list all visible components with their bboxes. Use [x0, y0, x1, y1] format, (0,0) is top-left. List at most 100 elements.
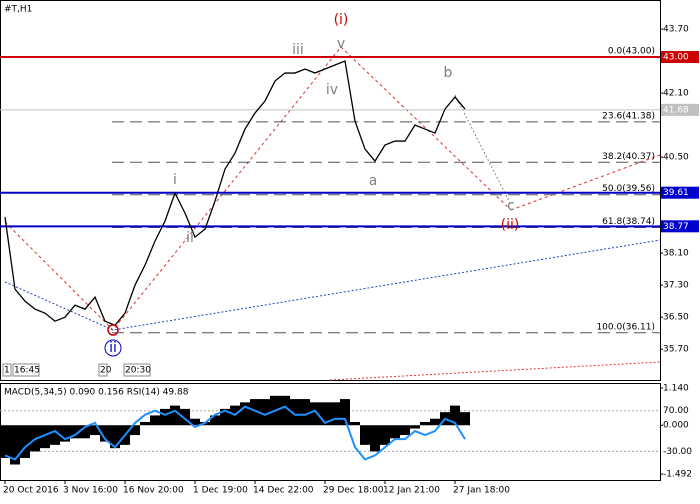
macd-bar [150, 415, 160, 426]
macd-bar [330, 402, 340, 426]
y-tick-label: -1.492 [663, 470, 692, 480]
toolbar-text: 1 [4, 366, 10, 376]
y2-tick-label: 70.00 [663, 406, 689, 416]
macd-bar [220, 408, 230, 426]
macd-bar [60, 425, 70, 442]
macd-bar [460, 412, 470, 426]
y-tick-label: 38.10 [663, 249, 689, 259]
toolbar-text: 16:45 [14, 366, 40, 376]
macd-bar [110, 425, 120, 449]
fib-label: 50.0(39.56) [602, 184, 655, 194]
macd-bar [100, 425, 110, 442]
fib-label: 23.6(41.38) [602, 111, 655, 121]
macd-bar [430, 418, 440, 426]
y-tick-label: 1.140 [663, 383, 689, 393]
fib-label: 61.8(38.74) [602, 217, 655, 227]
level-box [661, 220, 699, 233]
macd-bar [190, 418, 200, 426]
wave-label: c [507, 198, 515, 214]
macd-bar [380, 425, 390, 445]
wave-label: (i) [334, 12, 349, 28]
macd-bar [260, 399, 270, 426]
y-tick-label: 40.50 [663, 153, 689, 163]
macd-bar [40, 425, 50, 449]
projection-line [454, 94, 512, 206]
y-tick-label: 35.70 [663, 345, 689, 355]
y-tick-label: 42.10 [663, 89, 689, 99]
macd-bar [240, 402, 250, 426]
macd-bar [360, 425, 370, 445]
macd-bar [420, 421, 430, 426]
macd-bar [390, 425, 400, 439]
fib-label: 0.0(43.00) [608, 47, 655, 57]
macd-bar [160, 408, 170, 426]
macd-bar [180, 408, 190, 426]
macd-bar [170, 405, 180, 426]
wave-label: i [173, 172, 177, 188]
x-tick-label: 16 Nov 20:00 [123, 486, 184, 496]
macd-bar [290, 399, 300, 426]
wave-label: iv [326, 82, 338, 98]
macd-bar [340, 399, 350, 426]
level-label: 41.68 [663, 105, 689, 115]
y-tick-label: 43.70 [663, 25, 689, 35]
macd-bar [310, 402, 320, 426]
wave-label: iii [292, 42, 304, 58]
wave-label: (ii) [501, 217, 520, 233]
main-panel [0, 0, 661, 381]
toolbar-box [12, 363, 40, 377]
y2-tick-label: -30.00 [663, 447, 692, 457]
macd-bar [300, 399, 310, 426]
level-label: 38.77 [663, 222, 689, 232]
channel-line [329, 361, 661, 381]
macd-bar [0, 425, 10, 458]
y-tick-label: 36.50 [663, 313, 689, 323]
macd-bar [320, 402, 330, 426]
channel-line [510, 154, 661, 211]
x-tick-label: 29 Dec 18:00 [323, 486, 384, 496]
x-tick-label: 14 Dec 22:00 [253, 486, 314, 496]
level-label: 43.00 [663, 53, 689, 63]
macd-bar [130, 425, 140, 436]
toolbar-box [123, 363, 151, 377]
wave-label: ii [186, 230, 194, 246]
macd-bar [210, 415, 220, 426]
macd-bar [20, 425, 30, 458]
macd-bar [90, 425, 100, 436]
y-tick-label: 37.30 [663, 281, 689, 291]
wave-circle [107, 324, 119, 336]
chart-title: #T,H1 [4, 5, 32, 15]
fib-label: 100.0(36.11) [596, 322, 655, 332]
macd-bar [50, 425, 60, 445]
macd-bar [280, 395, 290, 426]
rsi-line [4, 405, 466, 461]
x-tick-label: 20 Oct 2016 [3, 486, 59, 496]
macd-bar [250, 399, 260, 426]
level-box [661, 186, 699, 199]
macd-bar [450, 405, 460, 426]
x-tick-label: 12 Jan 21:00 [383, 486, 440, 496]
x-tick-label: 3 Nov 16:00 [63, 486, 118, 496]
macd-bar [410, 425, 420, 429]
macd-bar [10, 425, 20, 465]
macd-bar [400, 425, 410, 436]
macd-bar [80, 425, 90, 439]
toolbar-box [2, 363, 12, 377]
wave-label: v [337, 36, 345, 52]
level-label: 39.61 [663, 188, 689, 198]
toolbar-text: 20:30 [125, 366, 151, 376]
price-line [4, 60, 466, 326]
macd-bar [140, 421, 150, 426]
toolbar-box [98, 363, 108, 377]
x-tick-label: 1 Dec 19:00 [193, 486, 248, 496]
wave-circle [104, 339, 122, 357]
wave-label: b [444, 65, 453, 81]
macd-bar [370, 425, 380, 452]
wave-label: a [369, 173, 378, 189]
fib-label: 38.2(40.37) [602, 152, 655, 162]
x-tick-label: 27 Jan 18:00 [453, 486, 510, 496]
macd-bar [350, 421, 360, 426]
level-box [661, 103, 699, 116]
toolbar-text: 20 [100, 366, 112, 376]
